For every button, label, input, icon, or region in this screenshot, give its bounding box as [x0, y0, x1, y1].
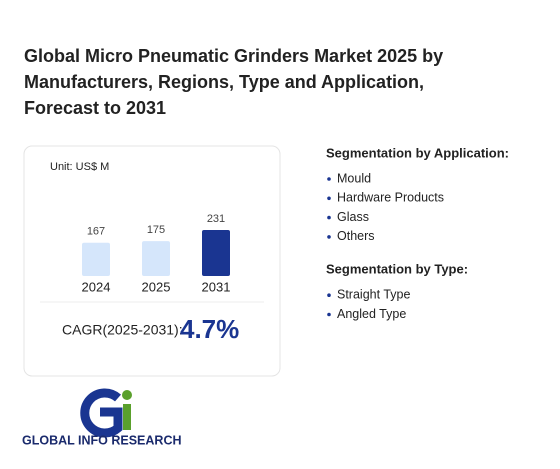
bullet — [327, 235, 331, 239]
logo-text: GLOBAL INFO RESEARCH — [22, 433, 182, 447]
segment-item: Mould — [337, 171, 371, 185]
cagr-value: 4.7% — [180, 314, 239, 344]
cagr-label: CAGR(2025-2031): — [62, 322, 183, 338]
unit-label: Unit: US$ M — [50, 161, 109, 173]
bullet — [327, 293, 331, 298]
segment-item: Hardware Products — [337, 191, 444, 205]
x-tick-label: 2031 — [202, 279, 231, 294]
bullet — [327, 177, 331, 181]
logo-g — [80, 388, 123, 438]
value-label: 167 — [87, 226, 105, 238]
logo-dot — [122, 390, 132, 400]
title: Global Micro Pneumatic Grinders Market 2… — [24, 46, 443, 118]
segment-item: Straight Type — [337, 287, 410, 301]
segment-item: Others — [337, 229, 375, 243]
segment-heading: Segmentation by Type: — [326, 262, 468, 277]
value-label: 231 — [207, 213, 225, 225]
bullet — [327, 196, 331, 201]
x-tick-label: 2025 — [142, 279, 171, 294]
segment-heading: Segmentation by Application: — [326, 145, 509, 160]
bullet — [327, 312, 331, 317]
bar — [202, 230, 230, 276]
logo-mark — [80, 388, 132, 438]
segment-item: Glass — [337, 210, 369, 224]
bullet — [327, 215, 331, 220]
value-label: 175 — [147, 224, 165, 236]
segment-item: Angled Type — [337, 307, 406, 321]
bar — [82, 242, 110, 276]
x-tick-label: 2024 — [82, 279, 111, 294]
bar — [142, 241, 170, 276]
logo-i — [123, 404, 131, 430]
